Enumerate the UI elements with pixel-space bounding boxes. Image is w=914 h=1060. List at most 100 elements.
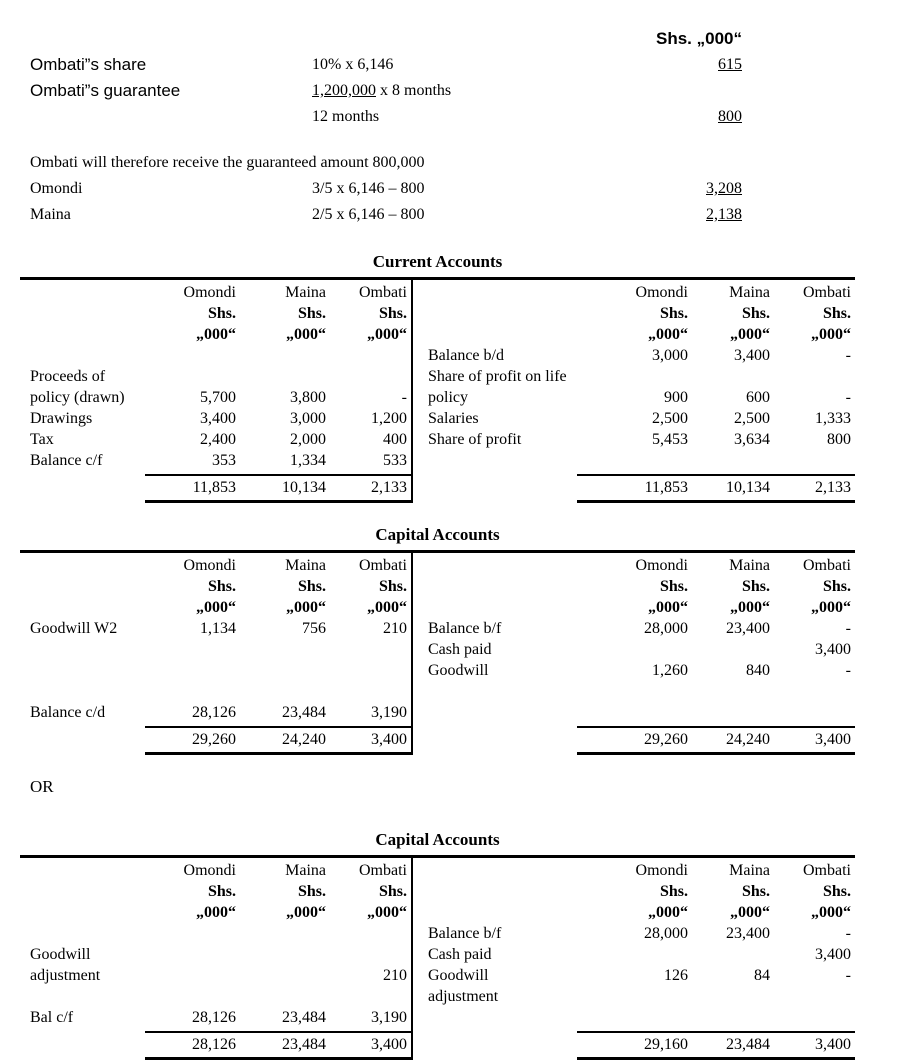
amount-cell [240, 345, 330, 366]
amount-cell [692, 944, 774, 965]
row-label: Tax [30, 431, 54, 448]
account-title: Capital Accounts [375, 525, 500, 544]
header-spacer [413, 576, 577, 597]
amount-cell: 23,400 [726, 925, 770, 942]
ledger-right-side: Omondi Maina Ombati Shs. Shs. Shs. „000“ „000“ „… [413, 858, 855, 1060]
total-cell: 2,133 [774, 474, 855, 503]
col-header: Maina [285, 284, 326, 301]
row-label: Balance c/d [30, 704, 106, 721]
amount-cell: 353 [212, 452, 236, 469]
amount-cell [774, 1007, 855, 1028]
amount-cell [577, 702, 692, 723]
ledger-account: Omondi Maina Ombati Shs. Shs. Shs. „000“ „000“ „… [20, 550, 855, 755]
currency-label: Shs. [659, 883, 688, 900]
amount-cell: - [845, 967, 851, 984]
row-value: 3,208 [706, 180, 742, 197]
total-spacer [20, 474, 145, 498]
amount-cell [330, 639, 411, 660]
header-spacer [20, 555, 145, 576]
currency-unit-label: „000“ [196, 904, 236, 921]
amount-cell: 3,400 [815, 946, 851, 963]
col-header: Maina [285, 862, 326, 879]
row-formula: 2/5 x 6,146 – 800 [312, 206, 425, 223]
amount-cell [577, 1007, 692, 1028]
header-spacer [413, 902, 577, 923]
amount-cell [330, 923, 411, 944]
amount-cell: - [401, 389, 407, 406]
row-label: Balance b/f [428, 620, 502, 637]
col-header: Ombati [803, 862, 851, 879]
amount-cell: 1,333 [815, 410, 851, 427]
currency-label: Shs. [378, 883, 407, 900]
amount-cell: 1,134 [200, 620, 236, 637]
amount-cell: 2,500 [652, 410, 688, 427]
amount-cell [692, 366, 774, 387]
amount-cell: 5,700 [200, 389, 236, 406]
header-spacer [20, 597, 145, 618]
amount-cell [577, 681, 692, 702]
currency-unit-label: „000“ [648, 599, 688, 616]
amount-cell: 28,126 [192, 704, 236, 721]
amount-cell [240, 366, 330, 387]
currency-unit-label: „000“ [648, 326, 688, 343]
amount-cell [145, 923, 240, 944]
amount-cell [692, 1007, 774, 1028]
row-value: 615 [718, 56, 742, 73]
amount-cell [330, 944, 411, 965]
amount-cell [145, 965, 240, 986]
total-cell: 10,134 [240, 474, 330, 503]
amount-cell [692, 702, 774, 723]
currency-label: Shs. [207, 883, 236, 900]
amount-cell: 3,190 [371, 1009, 407, 1026]
row-label [20, 986, 145, 1007]
row-label: Cash paid [428, 641, 492, 658]
row-label: Balance b/f [428, 925, 502, 942]
ledger-right-side: Omondi Maina Ombati Shs. Shs. Shs. „000“ „000“ „… [413, 280, 855, 503]
header-spacer [20, 576, 145, 597]
amount-cell: 23,484 [282, 704, 326, 721]
amount-cell: 28,000 [644, 620, 688, 637]
amount-cell [577, 944, 692, 965]
col-header: Ombati [803, 557, 851, 574]
amount-cell: 400 [383, 431, 407, 448]
currency-unit-label: „000“ [730, 599, 770, 616]
amount-cell [774, 681, 855, 702]
amount-cell [145, 639, 240, 660]
amount-cell [577, 986, 692, 1007]
row-label: policy [428, 389, 468, 406]
currency-unit-label: „000“ [286, 599, 326, 616]
currency-label: Shs. [741, 883, 770, 900]
row-label: Balance c/f [30, 452, 103, 469]
row-label [30, 104, 312, 130]
header-spacer [20, 881, 145, 902]
col-header: Omondi [635, 862, 688, 879]
amount-cell [577, 639, 692, 660]
ledger-account: Omondi Maina Ombati Shs. Shs. Shs. „000“ „000“ „… [20, 277, 855, 503]
col-header: Omondi [183, 284, 236, 301]
col-header: Omondi [183, 557, 236, 574]
total-cell: 23,484 [240, 1031, 330, 1060]
row-label: Ombati”s guarantee [30, 81, 181, 100]
ledger-left-side: Omondi Maina Ombati Shs. Shs. Shs. „000“ „000“ „… [20, 858, 413, 1060]
row-label: Omondi [30, 180, 83, 197]
amount-cell: - [845, 389, 851, 406]
col-header: Ombati [359, 284, 407, 301]
total-cell: 3,400 [330, 1031, 411, 1060]
amount-cell: 3,400 [200, 410, 236, 427]
currency-label: Shs. [822, 305, 851, 322]
amount-cell [330, 660, 411, 681]
header-spacer [413, 881, 577, 902]
currency-label: Shs. [741, 305, 770, 322]
amount-cell: 210 [383, 967, 407, 984]
total-spacer [413, 474, 577, 498]
guarantee-note: Ombati will therefore receive the guaran… [30, 154, 425, 171]
amount-cell: 3,400 [815, 641, 851, 658]
amount-cell: 28,000 [644, 925, 688, 942]
amount-cell: 1,200 [371, 410, 407, 427]
amount-cell: 23,400 [726, 620, 770, 637]
currency-label: Shs. [207, 305, 236, 322]
amount-cell [577, 450, 692, 471]
total-cell: 24,240 [692, 726, 774, 755]
total-cell: 24,240 [240, 726, 330, 755]
currency-unit-label: „000“ [286, 904, 326, 921]
